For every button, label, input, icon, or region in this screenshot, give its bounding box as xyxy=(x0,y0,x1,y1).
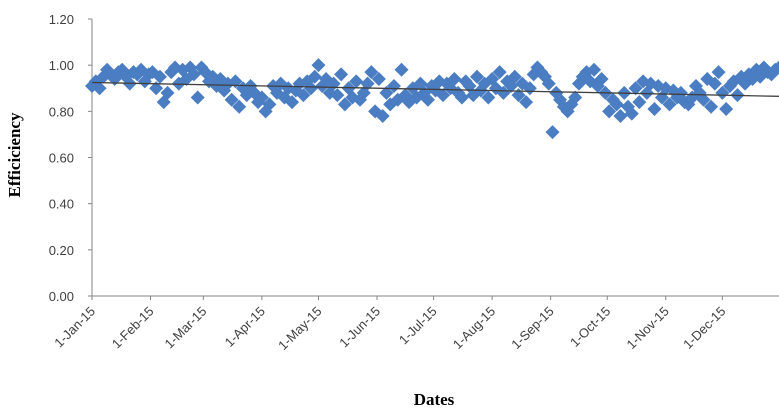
axes-layer xyxy=(88,18,779,300)
x-tick-label: 1-Nov-15 xyxy=(623,304,671,352)
linear-trendline xyxy=(91,81,779,97)
data-point xyxy=(624,106,639,121)
data-point xyxy=(447,72,462,87)
data-point xyxy=(632,95,647,110)
data-point xyxy=(519,95,534,110)
data-point xyxy=(386,78,401,93)
data-point xyxy=(337,97,352,112)
x-tick-label: 1-Feb-15 xyxy=(109,304,157,352)
data-point xyxy=(647,102,662,117)
data-point xyxy=(330,88,345,103)
y-tick-label: 0.40 xyxy=(49,197,74,212)
data-point xyxy=(568,90,583,105)
data-point xyxy=(375,108,390,123)
data-point xyxy=(307,69,322,84)
data-point xyxy=(704,99,719,114)
y-tick-label: 0.20 xyxy=(49,243,74,258)
y-tick-label: 1.00 xyxy=(49,58,74,73)
data-point xyxy=(613,108,628,123)
data-point xyxy=(707,76,722,91)
y-tick-label: 0.00 xyxy=(49,289,74,304)
x-tick-label: 1-Jan-15 xyxy=(51,304,98,351)
x-tick-label: 1-Apr-15 xyxy=(222,304,268,350)
x-tick-label: 1-Jul-15 xyxy=(396,304,440,348)
data-point xyxy=(149,81,164,96)
x-axis-title: Dates xyxy=(414,390,455,409)
x-tick-label: 1-Sep-15 xyxy=(508,304,556,352)
data-point xyxy=(772,60,779,75)
y-tick-label: 0.80 xyxy=(49,104,74,119)
data-point xyxy=(594,72,609,87)
y-axis-title: Efficiciency xyxy=(5,112,24,197)
x-tick-label: 1-Oct-15 xyxy=(567,304,613,350)
data-points-layer xyxy=(85,58,779,140)
data-point xyxy=(545,125,560,140)
data-point xyxy=(285,95,300,110)
data-point xyxy=(541,76,556,91)
y-tick-label: 0.60 xyxy=(49,151,74,166)
data-point xyxy=(492,65,507,80)
data-point xyxy=(349,74,364,89)
data-point xyxy=(420,92,435,107)
data-point xyxy=(190,90,205,105)
data-point xyxy=(92,81,107,96)
data-point xyxy=(118,69,133,84)
data-point xyxy=(711,65,726,80)
data-point xyxy=(334,67,349,82)
data-point xyxy=(715,85,730,100)
data-point xyxy=(696,92,711,107)
data-point xyxy=(254,90,269,105)
x-tick-label: 1-Dec-15 xyxy=(680,304,728,352)
data-point xyxy=(662,97,677,112)
data-point xyxy=(311,58,326,73)
x-tick-label: 1-Aug-15 xyxy=(450,304,498,352)
x-tick-label: 1-Jun-15 xyxy=(336,304,383,351)
x-tick-label: 1-Mar-15 xyxy=(162,304,210,352)
data-point xyxy=(587,62,602,77)
x-tick-label: 1-May-15 xyxy=(275,304,324,353)
data-point xyxy=(371,72,386,87)
data-point xyxy=(224,92,239,107)
data-point xyxy=(247,85,262,100)
data-point xyxy=(436,88,451,103)
data-point xyxy=(303,81,318,96)
tick-labels-layer: 0.00 0.20 0.40 0.60 0.80 1.00 1.20 1-Jan-15 1-Fe… xyxy=(49,12,729,353)
y-tick-label: 1.20 xyxy=(49,12,74,27)
data-point xyxy=(470,69,485,84)
data-point xyxy=(296,88,311,103)
data-point xyxy=(481,90,496,105)
data-point xyxy=(454,90,469,105)
data-point xyxy=(379,85,394,100)
data-point xyxy=(602,104,617,119)
data-point xyxy=(152,69,167,84)
data-point xyxy=(496,85,511,100)
data-point xyxy=(719,102,734,117)
data-point xyxy=(628,81,643,96)
data-point xyxy=(609,97,624,112)
data-point xyxy=(364,65,379,80)
data-point xyxy=(394,62,409,77)
data-point xyxy=(507,69,522,84)
data-point xyxy=(232,99,247,114)
data-point xyxy=(186,67,201,82)
data-point xyxy=(262,97,277,112)
trendline-layer xyxy=(91,81,779,97)
data-point xyxy=(160,85,175,100)
data-point xyxy=(360,76,375,91)
